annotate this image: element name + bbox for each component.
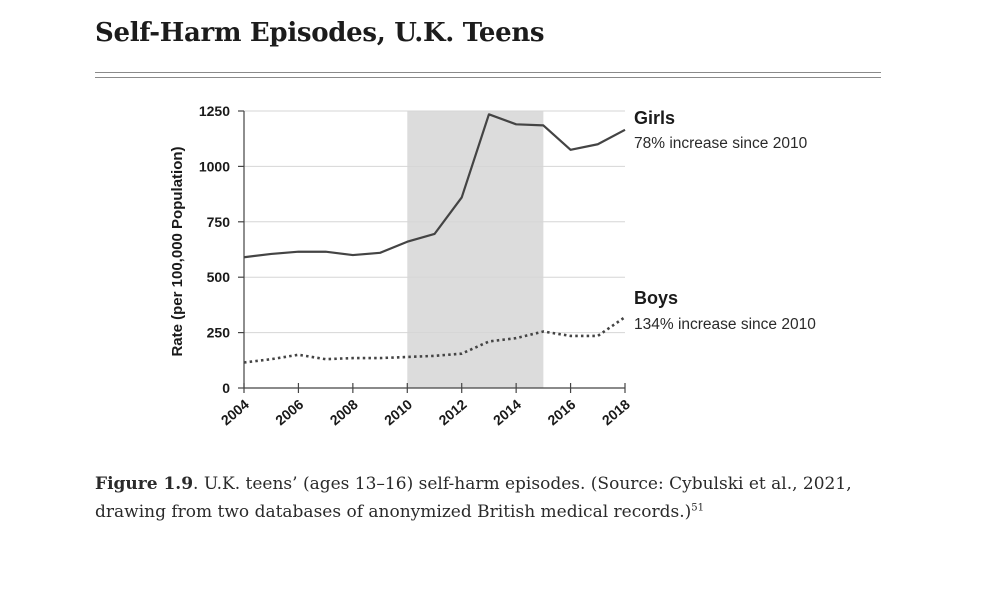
caption-text: . U.K. teens’ (ages 13–16) self-harm epi…: [95, 474, 852, 522]
x-tick-label: 2016: [544, 396, 578, 428]
series-annotation-boys: 134% increase since 2010: [634, 316, 816, 333]
x-tick-label: 2004: [218, 396, 252, 428]
y-tick-label: 1000: [199, 158, 230, 174]
y-tick-label: 750: [207, 214, 231, 230]
x-tick-label: 2018: [599, 396, 633, 428]
x-tick-label: 2010: [381, 396, 415, 428]
title-rule-top: [95, 72, 881, 73]
series-label-boys: Boys: [634, 288, 678, 308]
x-tick-label: 2014: [490, 396, 524, 428]
series-annotation-girls: 78% increase since 2010: [634, 135, 808, 152]
line-chart: 0 250 500 750 1000 1250 2004 2006 2008 2010 2012 20…: [169, 103, 816, 428]
title-rule-bottom: [95, 77, 881, 78]
figure-label: Figure 1.9: [95, 474, 194, 494]
series-line-boys: [243, 316, 626, 364]
x-tick-label: 2006: [272, 396, 306, 428]
footnote-marker: 51: [691, 502, 704, 514]
series-line-girls: [243, 113, 626, 259]
x-tick-label: 2008: [327, 396, 361, 428]
y-tick-label: 1250: [199, 103, 230, 119]
figure-caption: Figure 1.9. U.K. teens’ (ages 13–16) sel…: [95, 470, 895, 526]
y-tick-label: 250: [207, 325, 231, 341]
page-title: Self-Harm Episodes, U.K. Teens: [95, 18, 545, 48]
y-tick-label: 500: [207, 269, 231, 285]
series-label-girls: Girls: [634, 108, 675, 128]
x-tick-label: 2012: [435, 396, 469, 428]
y-axis-title: Rate (per 100,000 Population): [169, 146, 186, 356]
y-tick-label: 0: [222, 380, 230, 396]
